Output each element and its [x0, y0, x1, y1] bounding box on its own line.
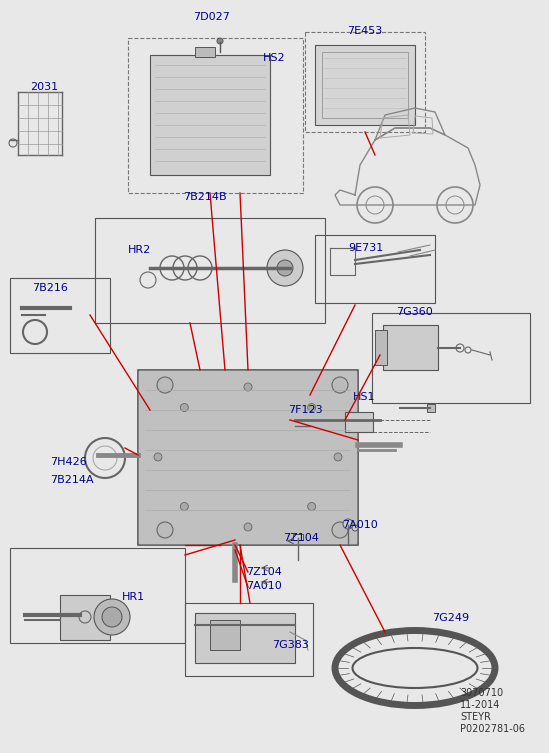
Bar: [150, 55, 270, 175]
Text: 7D027: 7D027: [193, 12, 230, 22]
Text: 7E453: 7E453: [347, 26, 382, 36]
Text: 11-2014: 11-2014: [460, 700, 500, 710]
Bar: [10, 548, 185, 643]
Bar: [345, 412, 373, 432]
Circle shape: [277, 260, 293, 276]
Bar: [10, 278, 110, 353]
Circle shape: [181, 502, 188, 511]
Text: 7B216: 7B216: [32, 283, 68, 293]
FancyBboxPatch shape: [138, 370, 358, 545]
Circle shape: [157, 522, 173, 538]
Bar: [138, 370, 358, 545]
Text: 7B214B: 7B214B: [183, 192, 227, 202]
Bar: [185, 603, 313, 676]
Bar: [305, 32, 425, 132]
Circle shape: [244, 383, 252, 391]
Circle shape: [332, 522, 348, 538]
Bar: [427, 404, 435, 412]
Bar: [128, 38, 303, 193]
Text: 7H426: 7H426: [50, 457, 87, 467]
Bar: [315, 45, 415, 125]
Circle shape: [102, 607, 122, 627]
Circle shape: [217, 38, 223, 44]
Text: 7A010: 7A010: [246, 581, 282, 591]
Circle shape: [334, 453, 342, 461]
Bar: [315, 235, 435, 303]
Text: 2031: 2031: [30, 82, 58, 92]
Text: 3070710: 3070710: [460, 688, 503, 698]
Text: HS2: HS2: [263, 53, 285, 63]
Text: 7Z104: 7Z104: [246, 567, 282, 577]
Text: HR1: HR1: [122, 592, 145, 602]
Circle shape: [352, 525, 358, 531]
Circle shape: [332, 377, 348, 393]
Bar: [375, 330, 387, 365]
Text: 7Z104: 7Z104: [283, 533, 319, 543]
Text: 7G360: 7G360: [396, 307, 433, 317]
Circle shape: [307, 502, 316, 511]
Text: P0202781-06: P0202781-06: [460, 724, 525, 734]
Circle shape: [181, 404, 188, 411]
Text: 7F123: 7F123: [288, 405, 323, 415]
Circle shape: [244, 523, 252, 531]
Text: HR2: HR2: [128, 245, 152, 255]
Circle shape: [343, 519, 353, 529]
Circle shape: [157, 377, 173, 393]
Text: 9E731: 9E731: [348, 243, 383, 253]
Circle shape: [267, 250, 303, 286]
Circle shape: [94, 599, 130, 635]
Ellipse shape: [350, 645, 480, 691]
Circle shape: [307, 404, 316, 411]
Bar: [195, 47, 215, 57]
Bar: [372, 313, 530, 403]
Text: 7G383: 7G383: [272, 640, 309, 650]
Bar: [195, 613, 295, 663]
Bar: [293, 534, 303, 540]
Text: STEYR: STEYR: [460, 712, 491, 722]
Text: 7G249: 7G249: [432, 613, 469, 623]
Text: HS1: HS1: [353, 392, 376, 402]
Bar: [95, 218, 325, 323]
Bar: [383, 325, 438, 370]
Bar: [60, 595, 110, 640]
Circle shape: [154, 453, 162, 461]
Text: 7A010: 7A010: [342, 520, 378, 530]
Bar: [210, 620, 240, 650]
Bar: [322, 52, 408, 118]
Text: 7B214A: 7B214A: [50, 475, 94, 485]
